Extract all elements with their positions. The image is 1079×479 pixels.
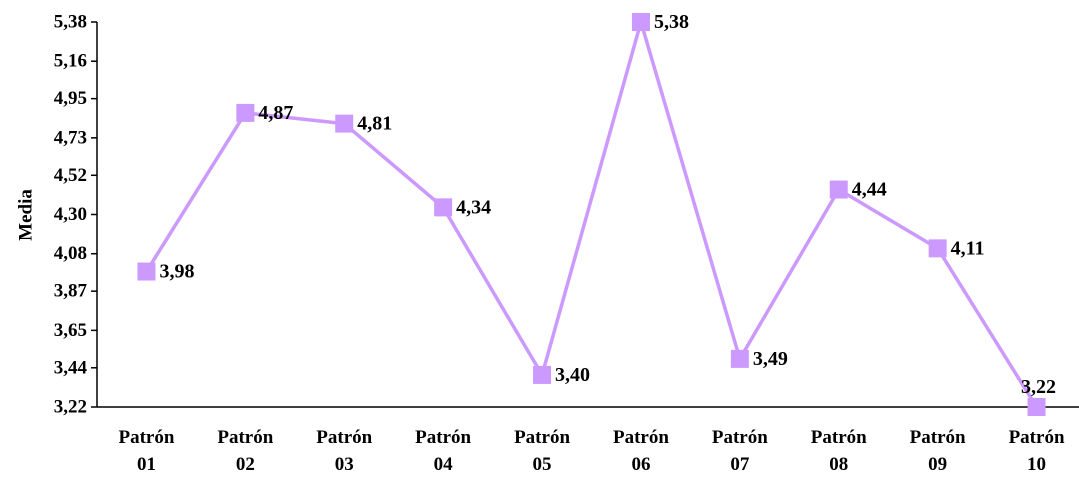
data-point-marker (829, 180, 848, 199)
x-tick-label-line: 06 (631, 454, 650, 475)
data-point-marker (533, 365, 552, 384)
y-tick-label: 3,87 (54, 281, 88, 302)
x-tick-label-line: 03 (335, 454, 354, 475)
x-tick-label: Patrón 05 (514, 427, 570, 475)
y-axis: 3,22 3,44 3,65 3,87 4,08 4,30 4,52 4,73 4,95 5,16… (54, 12, 98, 418)
x-tick-label-line: Patrón (712, 427, 768, 448)
series-media (137, 13, 1046, 416)
data-point-marker (434, 198, 453, 217)
y-tick-label: 3,22 (54, 397, 87, 418)
y-tick-label: 3,44 (54, 357, 88, 378)
x-tick-label: Patrón 07 (712, 427, 768, 475)
y-tick-label: 5,38 (54, 12, 87, 33)
x-tick-label: Patrón 04 (415, 427, 471, 475)
data-label: 4,87 (258, 102, 293, 124)
x-tick-label-line: 07 (730, 454, 750, 475)
data-label: 3,40 (555, 364, 590, 386)
y-tick-label: 3,65 (54, 320, 87, 341)
x-tick-label-line: 01 (137, 454, 156, 475)
x-tick-label-line: Patrón (514, 427, 570, 448)
data-point-marker (730, 349, 749, 368)
data-point-marker (1027, 398, 1046, 416)
x-tick-label-line: Patrón (316, 427, 372, 448)
data-label: 3,98 (159, 261, 194, 283)
x-tick-label-line: Patrón (217, 427, 273, 448)
x-tick-label-line: 02 (236, 454, 255, 475)
y-tick-label: 4,30 (54, 204, 87, 225)
x-tick-label-line: Patrón (1009, 427, 1065, 448)
data-label: 5,38 (654, 11, 689, 33)
y-axis-label: Media (16, 189, 37, 241)
x-tick-label-line: Patrón (910, 427, 966, 448)
data-label: 4,34 (456, 196, 491, 218)
x-tick-label: Patrón 01 (118, 427, 174, 475)
x-tick-label: Patrón 09 (910, 427, 966, 475)
data-label: 4,81 (357, 113, 392, 135)
data-label: 3,49 (753, 348, 788, 370)
x-axis: Patrón 01 Patrón 02 Patrón 03 Patrón 04 Patrón 05… (97, 406, 1079, 475)
x-tick-label-line: 08 (829, 454, 848, 475)
y-tick-label: 4,95 (54, 88, 87, 109)
x-tick-label-line: Patrón (613, 427, 669, 448)
y-tick-label: 4,08 (54, 243, 87, 264)
x-tick-label-line: Patrón (811, 427, 867, 448)
x-tick-label-line: 09 (928, 454, 947, 475)
x-tick-label: Patrón 10 (1009, 427, 1065, 475)
x-tick-label: Patrón 06 (613, 427, 669, 475)
data-labels: 3,98 4,87 4,81 4,34 3,40 5,38 3,49 4,44 4,11 3,22 (159, 11, 1056, 398)
y-tick-label: 4,52 (54, 165, 87, 186)
data-point-marker (236, 103, 255, 122)
x-tick-label-line: Patrón (118, 427, 174, 448)
data-label: 3,22 (1021, 376, 1056, 398)
y-tick-label: 5,16 (54, 51, 87, 72)
data-point-marker (631, 13, 650, 31)
data-point-marker (335, 114, 354, 133)
data-label: 4,11 (951, 237, 985, 259)
x-tick-label-line: Patrón (415, 427, 471, 448)
x-tick-label-line: 10 (1027, 454, 1046, 475)
x-tick-label-line: 05 (533, 454, 552, 475)
x-tick-label-line: 04 (434, 454, 454, 475)
x-tick-label: Patrón 03 (316, 427, 372, 475)
series-line (144, 20, 1039, 408)
x-tick-label: Patrón 02 (217, 427, 273, 475)
data-point-marker (928, 239, 947, 258)
data-point-marker (137, 262, 156, 281)
x-tick-label: Patrón 08 (811, 427, 867, 475)
data-label: 4,44 (852, 179, 887, 201)
y-tick-label: 4,73 (54, 127, 87, 148)
